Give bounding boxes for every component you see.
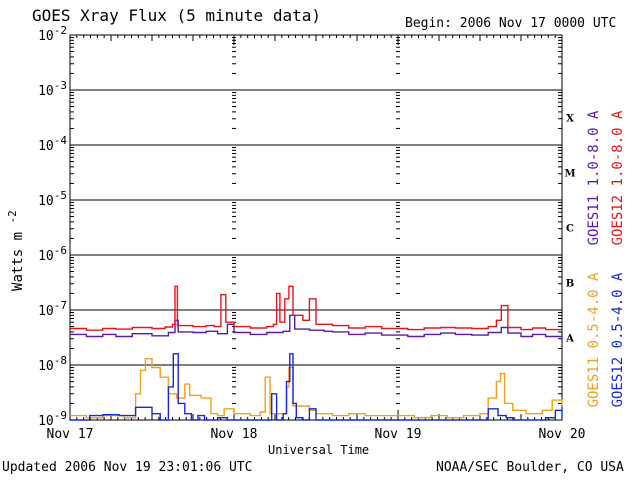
y-tick-label: 10-7 [38,299,67,319]
legend-entry-3: GOES11 0.5-4.0 A [586,272,602,407]
flare-class-a: A [565,334,574,345]
plot-border [69,34,563,421]
y-tick-label: 10-6 [38,244,67,264]
axis-labels: Nov 17 Nov 18 Nov 19 Nov 20 10-2 10-3 10-4 10-5… [6,24,585,442]
x-tick-label: Nov 17 [47,427,94,442]
x-axis-label: Universal Time [268,443,370,457]
credit-label: NOAA/SEC Boulder, CO USA [436,460,624,475]
series-line-4 [70,353,563,421]
y-tick-label: 10-9 [38,409,67,429]
y-tick-label: 10-4 [38,134,67,154]
y-tick-label: 10-3 [38,79,67,99]
legend-entry-1: GOES11 1.0-8.0 A [586,110,602,245]
plot-frame [69,34,563,421]
axis-ticks [70,35,562,421]
series-line-1 [70,314,563,338]
legend: GOES11 1.0-8.0 A GOES12 1.0-8.0 A GOES11 0… [586,110,626,407]
chart-title: GOES Xray Flux (5 minute data) [32,6,321,25]
x-tick-label: Nov 19 [375,427,422,442]
flare-class-c: C [566,224,574,235]
y-tick-label: 10-2 [38,24,67,44]
legend-entry-4: GOES12 0.5-4.0 A [610,272,626,407]
series-line-2 [70,285,563,331]
y-tick-label: 10-5 [38,189,67,209]
flare-class-b: B [566,279,574,290]
updated-timestamp: Updated 2006 Nov 19 23:01:06 UTC [2,460,253,475]
x-tick-label: Nov 20 [539,427,586,442]
x-tick-label: Nov 18 [211,427,258,442]
y-tick-label: 10-8 [38,354,67,374]
flare-class-m: M [564,169,575,180]
flare-class-x: X [566,114,574,125]
series-lines [70,285,563,421]
begin-time-label: Begin: 2006 Nov 17 0000 UTC [405,16,617,31]
y-axis-label: Watts m -2 [6,210,26,291]
legend-entry-2: GOES12 1.0-8.0 A [610,110,626,245]
